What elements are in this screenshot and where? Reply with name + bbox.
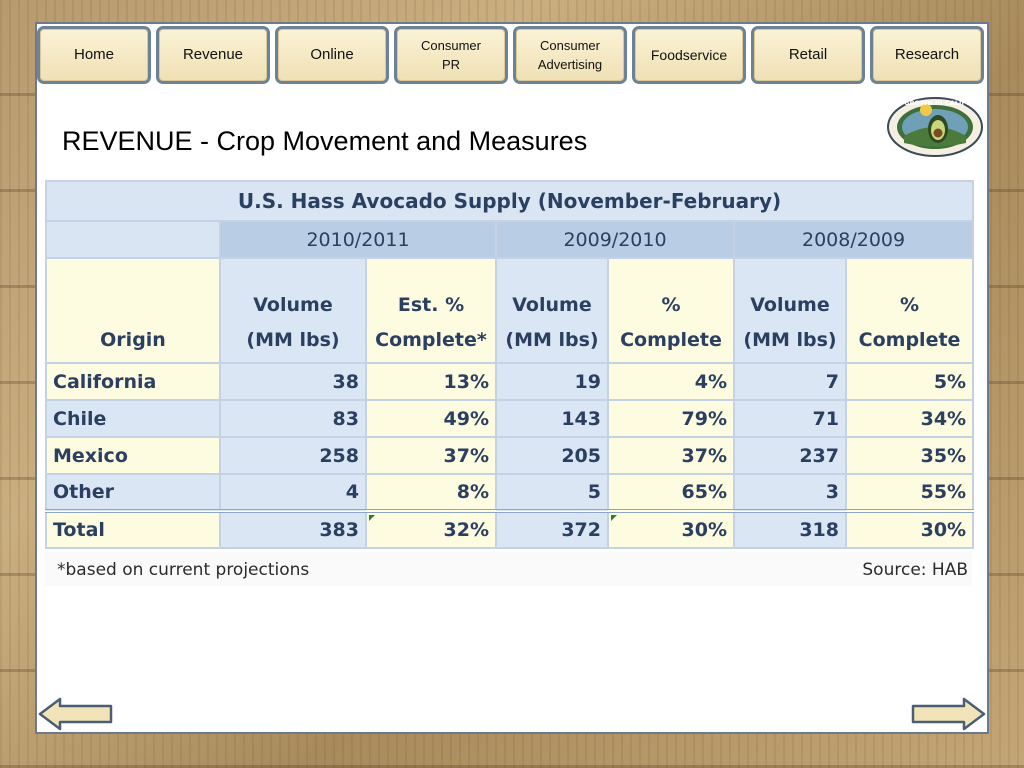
tab-label: Consumer PR [421, 38, 481, 72]
percent-cell: 37% [607, 436, 735, 475]
volume-cell: 205 [495, 436, 609, 475]
percent-cell: 30% [607, 509, 735, 549]
page-title: REVENUE - Crop Movement and Measures [62, 126, 588, 156]
table-row: California 38 13% 19 4% 7 5% [45, 362, 975, 401]
footer-strip [45, 552, 972, 586]
volume-cell: 4 [219, 473, 367, 512]
tab-label: Home [73, 46, 114, 63]
percent-cell: 30% [844, 509, 975, 549]
volume-header: Volume (MM lbs) [219, 257, 367, 364]
left-arrow-icon[interactable] [38, 697, 114, 731]
percent-cell: 34% [844, 399, 975, 438]
percent-cell: 35% [844, 436, 975, 475]
source-note: Source: HAB [862, 560, 968, 580]
volume-cell: 5 [495, 473, 609, 512]
error-flag-icon [611, 515, 617, 521]
percent-cell: 13% [365, 362, 497, 401]
period-header: 2008/2009 [732, 220, 975, 259]
percent-cell: 55% [844, 473, 975, 512]
volume-cell: 7 [733, 362, 847, 401]
table-title: U.S. Hass Avocado Supply (November-Febru… [44, 180, 975, 222]
volume-cell: 71 [733, 399, 847, 438]
tab-label: Retail [788, 46, 828, 63]
tab-online[interactable]: Online [275, 26, 389, 84]
header-blank [45, 220, 221, 259]
percent-header: % Complete [844, 257, 975, 364]
origin-cell: Other [45, 473, 221, 512]
percent-header: % Complete [607, 257, 735, 364]
percent-cell: 4% [607, 362, 735, 401]
table-row: Mexico 258 37% 205 37% 237 35% [45, 436, 975, 475]
tab-label: Consumer Advertising [537, 38, 603, 72]
period-header: 2010/2011 [219, 220, 497, 259]
table-row: Other 4 8% 5 65% 3 55% [45, 473, 975, 512]
volume-cell: 83 [219, 399, 367, 438]
volume-cell: 3 [733, 473, 847, 512]
volume-cell: 237 [733, 436, 847, 475]
volume-cell: 318 [733, 509, 847, 549]
tab-home[interactable]: Home [37, 26, 151, 84]
origin-cell: Chile [45, 399, 221, 438]
volume-cell: 19 [495, 362, 609, 401]
tab-label: Revenue [182, 46, 244, 63]
error-flag-icon [369, 515, 375, 521]
volume-cell: 38 [219, 362, 367, 401]
table-total-row: Total 383 32% 372 30% 318 30% [45, 509, 975, 549]
est-percent-header: Est. % Complete* [365, 257, 497, 364]
tab-research[interactable]: Research [870, 26, 984, 84]
origin-cell: Mexico [45, 436, 221, 475]
volume-cell: 383 [219, 509, 367, 549]
tab-label: Research [894, 46, 960, 63]
volume-header: Volume (MM lbs) [495, 257, 609, 364]
tab-foodservice[interactable]: Foodservice [632, 26, 746, 84]
volume-cell: 372 [495, 509, 609, 549]
hand-grown-logo: HAND GROWN IN CALIFORNIA [886, 97, 984, 157]
origin-cell: Total [45, 509, 221, 549]
supply-table: U.S. Hass Avocado Supply (November-Febru… [44, 180, 975, 549]
tab-label: Online [310, 46, 354, 63]
percent-cell: 32% [365, 509, 497, 549]
top-nav: Home Revenue Online Consumer PR Consumer… [37, 26, 989, 86]
percent-cell: 79% [607, 399, 735, 438]
right-arrow-icon[interactable] [910, 697, 986, 731]
percent-cell: 49% [365, 399, 497, 438]
tab-revenue[interactable]: Revenue [156, 26, 270, 84]
logo-text: HAND GROWN IN CALIFORNIA [886, 99, 984, 107]
percent-cell: 37% [365, 436, 497, 475]
volume-cell: 258 [219, 436, 367, 475]
tab-consumer-advertising[interactable]: Consumer Advertising [513, 26, 627, 84]
percent-cell: 5% [844, 362, 975, 401]
origin-header: Origin [45, 257, 221, 364]
volume-cell: 143 [495, 399, 609, 438]
period-header: 2009/2010 [495, 220, 735, 259]
percent-cell: 65% [607, 473, 735, 512]
footnote: *based on current projections [57, 560, 310, 580]
origin-cell: California [45, 362, 221, 401]
table-row: Chile 83 49% 143 79% 71 34% [45, 399, 975, 438]
tab-label: Foodservice [650, 47, 728, 63]
tab-consumer-pr[interactable]: Consumer PR [394, 26, 508, 84]
percent-cell: 8% [365, 473, 497, 512]
tab-retail[interactable]: Retail [751, 26, 865, 84]
volume-header: Volume (MM lbs) [733, 257, 847, 364]
